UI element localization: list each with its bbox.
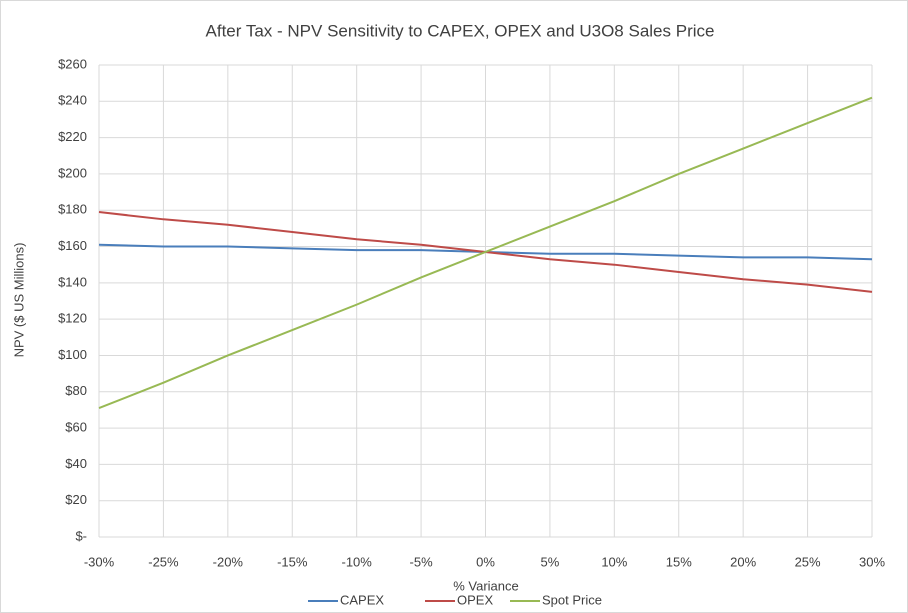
x-axis-label: % Variance — [453, 578, 519, 593]
y-tick-label: $220 — [58, 129, 87, 144]
y-tick-label: $240 — [58, 93, 87, 108]
x-tick-label: 20% — [730, 554, 756, 569]
y-tick-label: $260 — [58, 56, 87, 71]
x-tick-label: 15% — [666, 554, 692, 569]
chart-title: After Tax - NPV Sensitivity to CAPEX, OP… — [206, 21, 715, 40]
x-tick-label: 25% — [795, 554, 821, 569]
y-tick-label: $140 — [58, 274, 87, 289]
legend-label: CAPEX — [340, 592, 384, 607]
y-axis-label: NPV ($ US Millions) — [11, 243, 26, 358]
y-tick-label: $120 — [58, 311, 87, 326]
x-tick-label: 30% — [859, 554, 885, 569]
x-tick-label: -25% — [148, 554, 179, 569]
y-tick-label: $60 — [65, 420, 87, 435]
x-tick-label: -5% — [410, 554, 434, 569]
y-tick-label: $160 — [58, 238, 87, 253]
x-tick-label: -15% — [277, 554, 308, 569]
y-tick-label: $100 — [58, 347, 87, 362]
x-tick-label: 5% — [541, 554, 560, 569]
y-tick-label: $- — [75, 528, 87, 543]
legend-label: Spot Price — [542, 592, 602, 607]
y-tick-label: $80 — [65, 383, 87, 398]
y-tick-label: $200 — [58, 165, 87, 180]
x-tick-label: -10% — [341, 554, 372, 569]
x-tick-label: -30% — [84, 554, 115, 569]
legend-label: OPEX — [457, 592, 493, 607]
x-tick-label: 10% — [601, 554, 627, 569]
x-tick-label: -20% — [213, 554, 244, 569]
y-tick-label: $180 — [58, 202, 87, 217]
y-tick-label: $20 — [65, 492, 87, 507]
x-tick-label: 0% — [476, 554, 495, 569]
y-tick-label: $40 — [65, 456, 87, 471]
line-series — [98, 96, 873, 410]
